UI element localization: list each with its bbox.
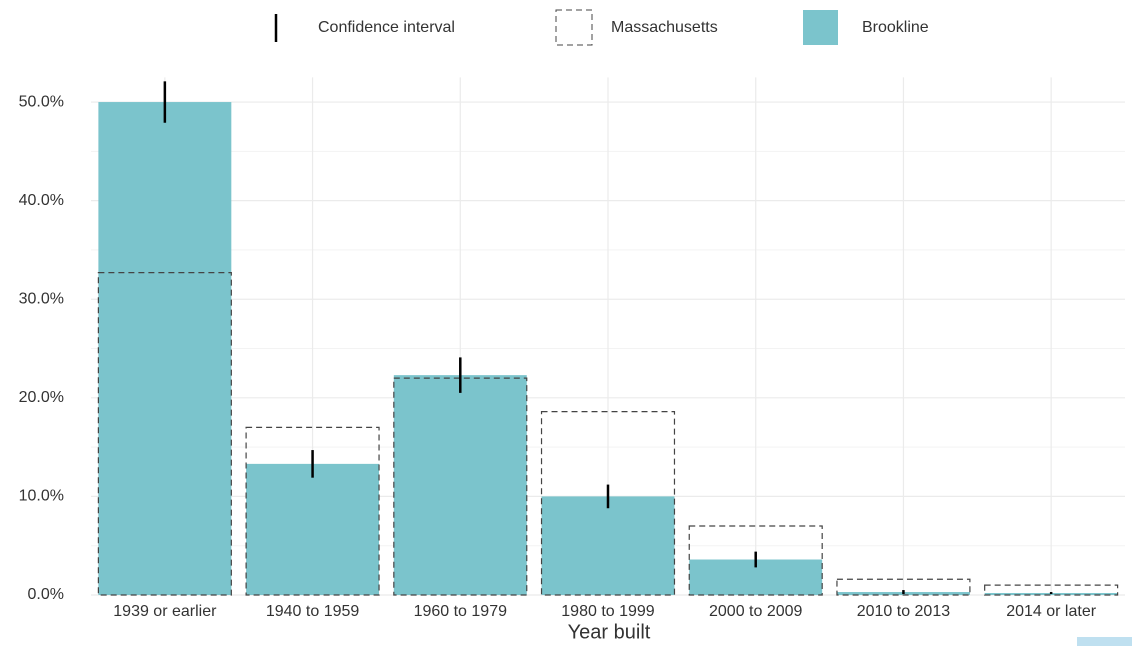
x-tick-label: 2000 to 2009 — [709, 603, 803, 620]
bar — [541, 496, 675, 595]
legend-label: Brookline — [862, 19, 929, 36]
y-tick-label: 50.0% — [19, 93, 64, 110]
y-tick-label: 10.0% — [19, 488, 64, 505]
x-tick-label: 1960 to 1979 — [414, 603, 508, 620]
y-tick-label: 30.0% — [19, 290, 64, 307]
reference-bar — [984, 584, 1119, 596]
legend-ma-symbol — [555, 9, 593, 46]
y-tick-label: 20.0% — [19, 389, 64, 406]
bar — [98, 102, 232, 596]
y-tick-label: 0.0% — [28, 586, 64, 603]
legend-label: Massachusetts — [611, 19, 718, 36]
reference-bar — [97, 272, 232, 596]
reference-bar — [540, 411, 676, 596]
reference-bar — [393, 377, 528, 596]
x-tick-label: 2010 to 2013 — [857, 603, 951, 620]
y-tick-label: 40.0% — [19, 192, 64, 209]
corner-decoration — [1077, 637, 1132, 646]
reference-bar — [836, 578, 971, 596]
x-tick-label: 1940 to 1959 — [266, 603, 360, 620]
legend-brookline-symbol — [803, 10, 838, 45]
bar — [393, 375, 527, 595]
x-tick-label: 1939 or earlier — [113, 603, 217, 620]
bar — [246, 463, 380, 595]
x-tick-label: 1980 to 1999 — [561, 603, 655, 620]
legend-label: Confidence interval — [318, 19, 455, 36]
x-axis-title: Year built — [568, 621, 651, 643]
x-tick-label: 2014 or later — [1006, 603, 1097, 620]
